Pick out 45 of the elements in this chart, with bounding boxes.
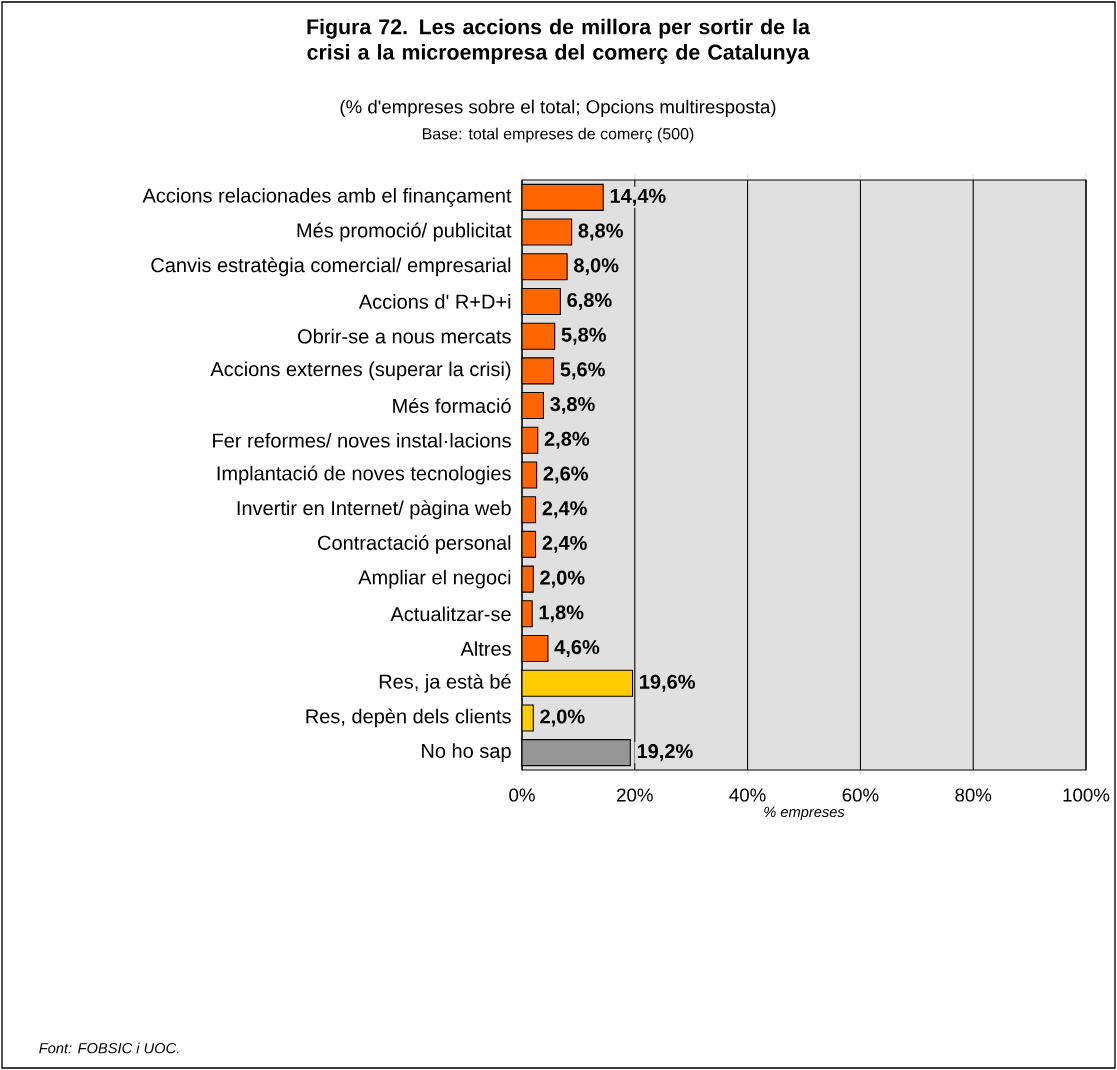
y-tick-label: No ho sap	[422, 743, 511, 762]
data-label: 2,8%	[544, 431, 590, 449]
y-tick-label: Altres	[460, 641, 511, 656]
y-tick-label: Implantació de noves tecnologies	[217, 465, 511, 485]
data-label: 8,8%	[578, 223, 623, 241]
y-tick-label: Accions relacionades amb el finançament	[142, 187, 512, 207]
data-label: 1,8%	[539, 605, 584, 623]
y-tick-label: Fer reformes/ noves instal·lacions	[213, 432, 511, 448]
x-tick-label: 0%	[509, 788, 535, 802]
x-tick-label: 80%	[955, 788, 992, 802]
text: Font: FOBSIC i UOC.	[39, 1042, 179, 1054]
x-tick-label: 60%	[842, 788, 879, 802]
data-label: 4,6%	[554, 639, 600, 658]
data-label: 2,4%	[542, 501, 587, 519]
y-tick-label: Res, ja està bé	[379, 673, 511, 693]
data-label: 5,8%	[561, 327, 607, 345]
y-tick-label: Res, depèn dels clients	[306, 708, 511, 728]
data-label: 19,6%	[640, 674, 695, 692]
data-label: 2,6%	[543, 466, 588, 484]
x-tick-label: 40%	[729, 788, 766, 802]
data-label: 2,4%	[542, 535, 587, 553]
data-label: 8,0%	[574, 258, 619, 276]
y-tick-label: Accions externes (superar la crisi)	[210, 361, 511, 381]
data-label: 14,4%	[610, 188, 666, 206]
y-tick-label: Accions d' R+D+i	[358, 294, 511, 309]
y-tick-label: Contractació personal	[318, 534, 511, 554]
data-label: 5,6%	[560, 362, 605, 380]
data-label: 6,8%	[567, 292, 612, 310]
data-label: 2,0%	[540, 709, 585, 727]
y-tick-label: Més formació	[393, 398, 511, 414]
data-label: 2,0%	[540, 570, 585, 588]
text: Base: total empreses de comerç (500)	[422, 127, 694, 143]
y-tick-label: Actualitzar-se	[390, 606, 511, 622]
data-label: 19,2%	[637, 744, 693, 762]
data-label: 3,8%	[550, 397, 595, 415]
y-tick-label: Obrir-se a nous mercats	[298, 328, 511, 344]
x-axis-title: % empreses	[764, 806, 845, 820]
chart-subtitle: (% d'empreses sobre el total; Opcions multiresposta)	[340, 99, 776, 118]
y-tick-label: Invertir en Internet/ pàgina web	[237, 500, 511, 520]
x-tick-label: 100%	[1063, 788, 1110, 802]
y-tick-label: Més promoció/ publicitat	[297, 222, 512, 242]
chart-title: Figura 72. Les accions de millora per sortir de la crisi a la microempresa del comerç de Catalunya	[307, 18, 811, 64]
y-tick-label: Canvis estratègia comercial/ empresarial	[151, 257, 511, 277]
y-tick-label: Ampliar el negoci	[358, 569, 511, 589]
x-tick-label: 20%	[617, 788, 653, 802]
